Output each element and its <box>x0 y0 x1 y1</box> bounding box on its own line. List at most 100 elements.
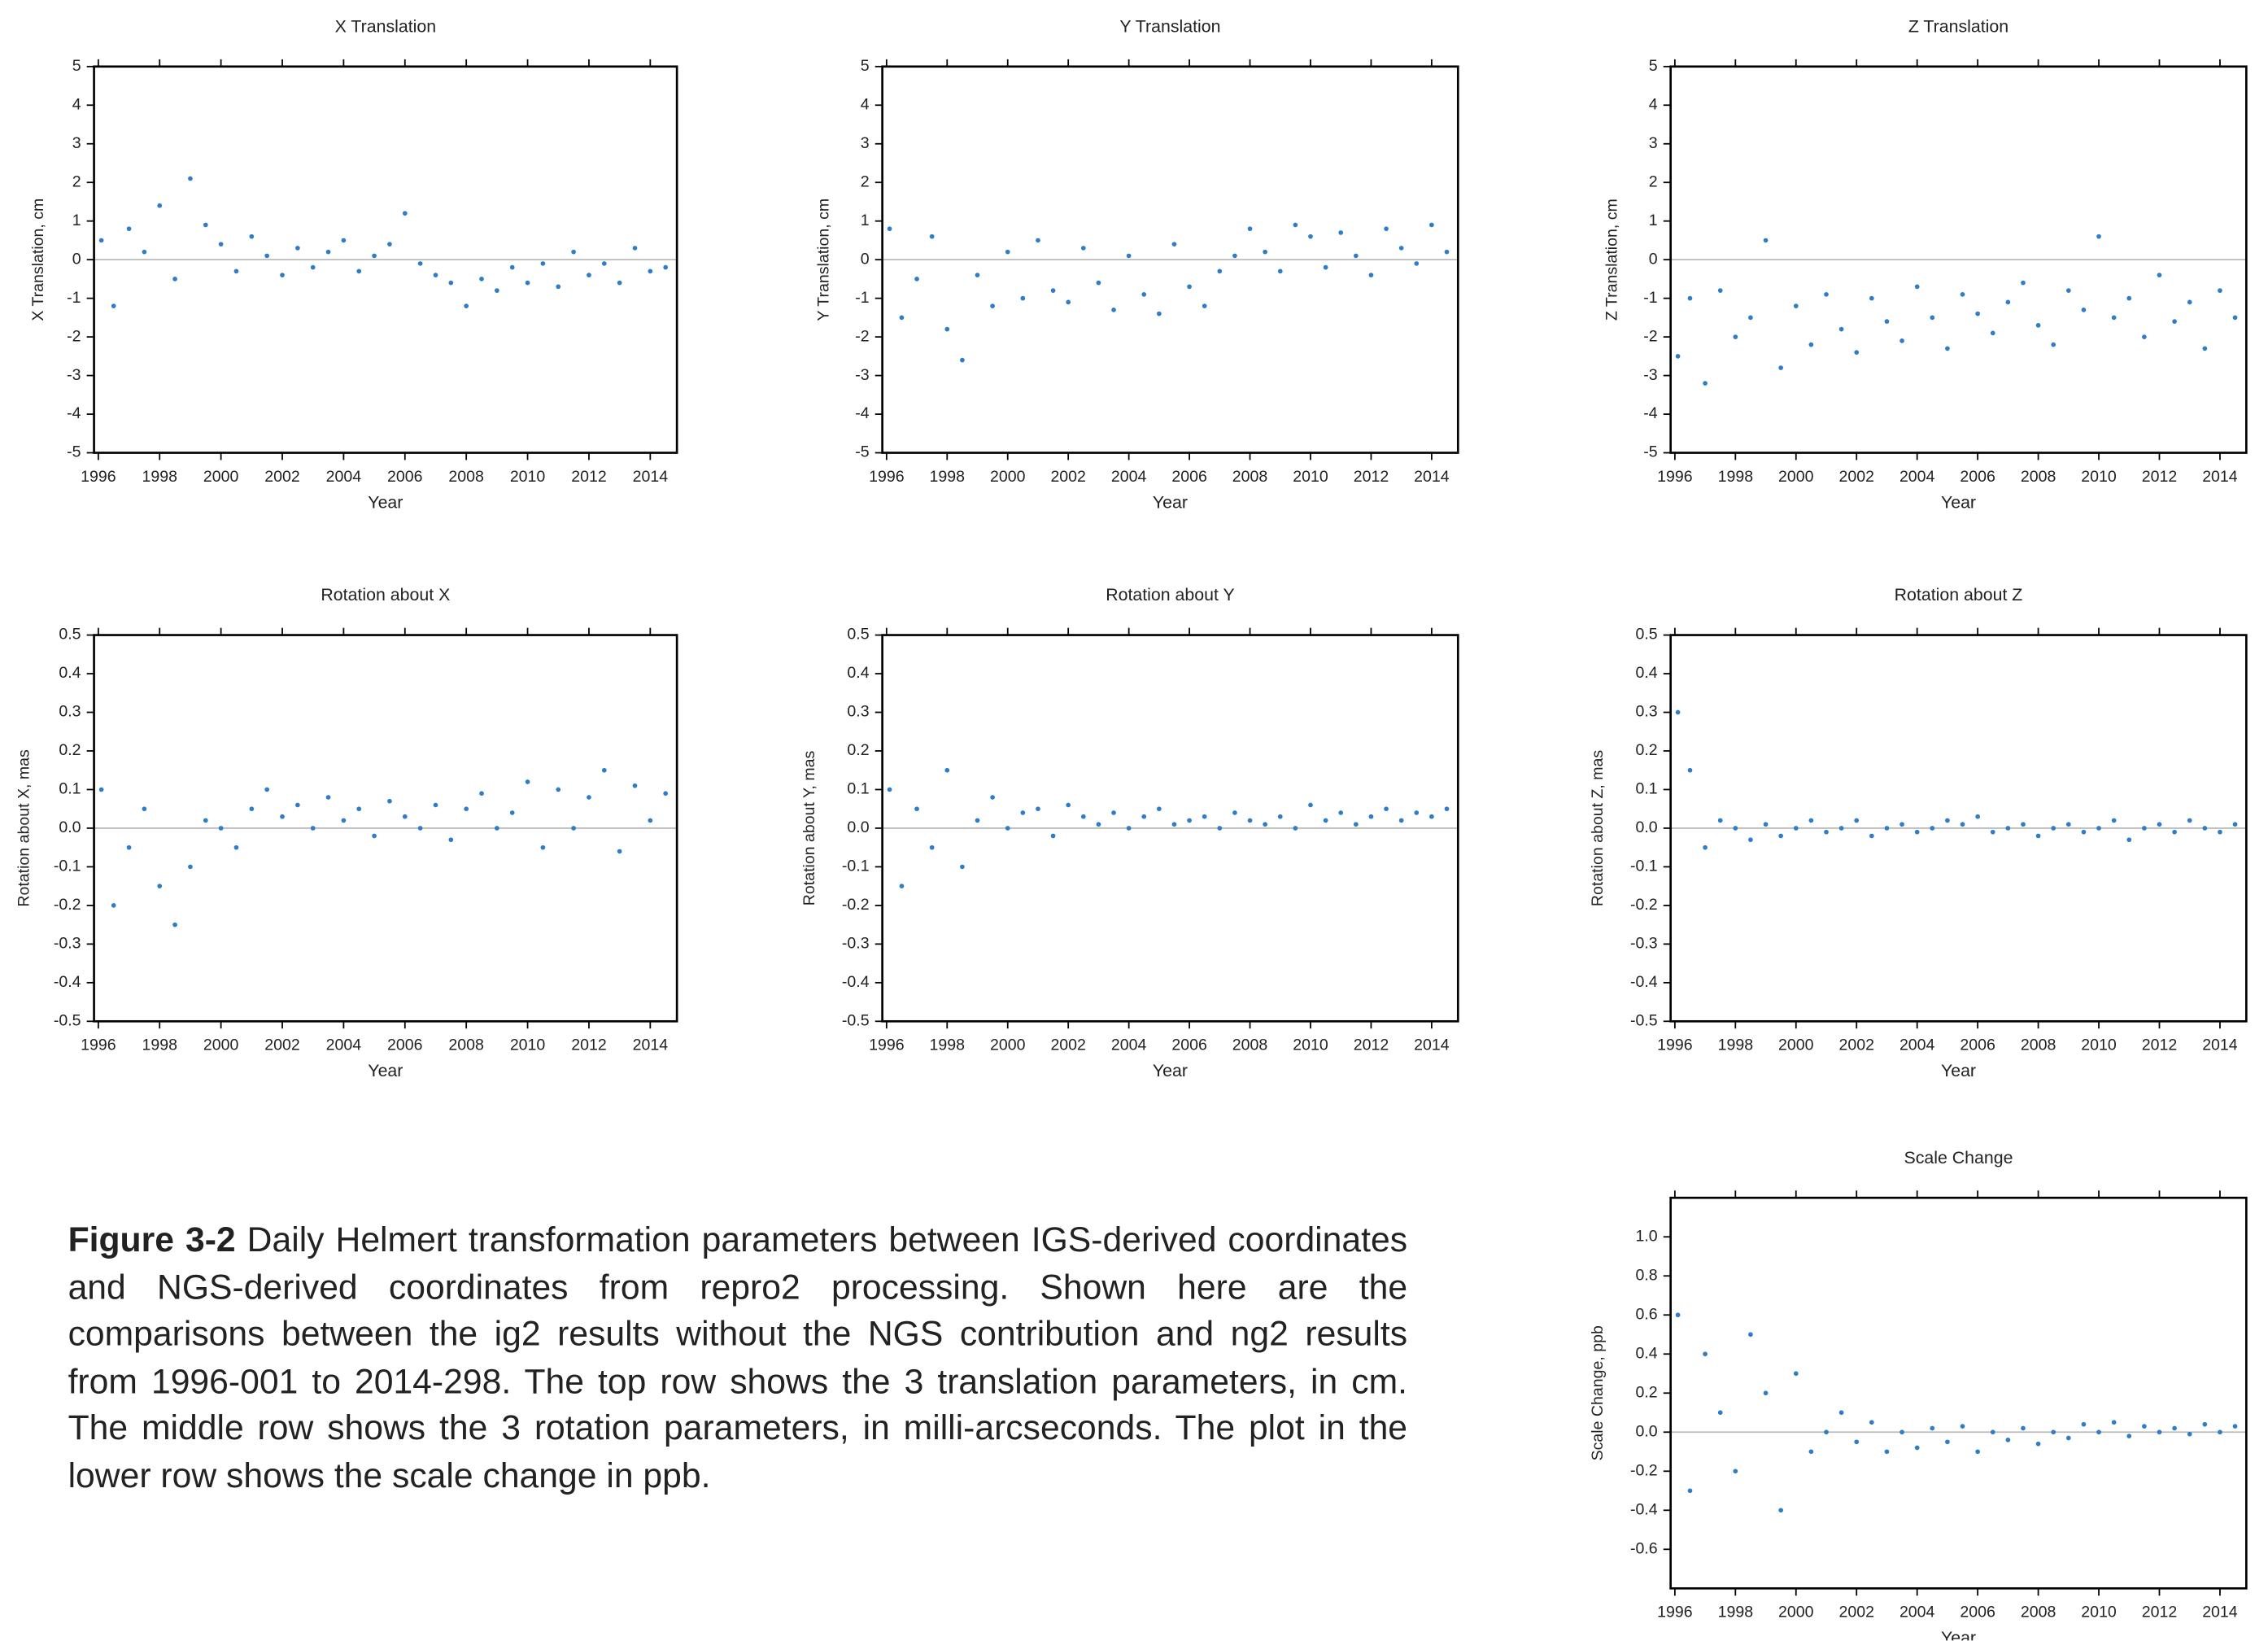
point <box>1368 814 1374 819</box>
point <box>417 261 423 266</box>
y-tick-label: 0.2 <box>847 741 869 759</box>
point <box>356 268 362 274</box>
x-tick-label: 2002 <box>1838 1604 1873 1621</box>
point <box>1778 833 1784 839</box>
point <box>1308 233 1313 239</box>
x-tick-label: 2004 <box>1899 1604 1935 1621</box>
point <box>1824 829 1829 835</box>
point <box>1869 833 1874 839</box>
x-tick-label: 2000 <box>1778 468 1814 486</box>
point <box>525 779 530 784</box>
point <box>1444 806 1450 812</box>
point <box>1368 273 1374 277</box>
x-axis-label: Year <box>1153 1061 1188 1080</box>
x-tick-label: 2014 <box>1414 468 1450 486</box>
point <box>1384 226 1389 232</box>
x-axis-label: Year <box>1941 1061 1976 1080</box>
y-tick-label: -2 <box>1643 327 1657 345</box>
y-tick-label: -0.5 <box>1630 1011 1658 1029</box>
y-tick-label: 0 <box>72 250 81 268</box>
point <box>2111 315 2117 321</box>
point <box>1748 837 1753 843</box>
point <box>1930 826 1935 831</box>
x-tick-label: 2012 <box>2142 468 2177 486</box>
y-tick-label: 0.0 <box>1635 1422 1657 1440</box>
point <box>233 845 239 850</box>
point <box>899 315 905 321</box>
y-tick-label: -3 <box>67 366 81 384</box>
point <box>1703 1351 1708 1357</box>
x-tick-label: 2008 <box>2021 1604 2056 1621</box>
point <box>1066 802 1071 808</box>
caption-label: Figure 3-2 <box>68 1220 236 1260</box>
point <box>975 818 980 823</box>
point <box>1824 292 1829 297</box>
point <box>479 791 484 796</box>
y-tick-label: -5 <box>67 443 81 461</box>
point <box>295 246 300 251</box>
x-tick-label: 1996 <box>1657 468 1693 486</box>
axes-frame <box>881 634 1459 1023</box>
point <box>126 845 132 850</box>
point <box>433 273 438 277</box>
y-tick-label: -0.6 <box>1630 1539 1658 1557</box>
point <box>632 246 638 251</box>
point <box>1232 253 1237 259</box>
point <box>663 264 669 270</box>
x-tick-label: 1996 <box>869 468 905 486</box>
point <box>509 810 515 815</box>
point <box>1187 284 1192 290</box>
point <box>1232 810 1237 815</box>
point <box>1217 268 1223 274</box>
point <box>172 922 177 927</box>
point <box>218 242 224 247</box>
y-tick-label: 0.5 <box>847 626 869 644</box>
point <box>111 303 116 308</box>
point <box>1111 308 1116 312</box>
point <box>264 787 270 792</box>
point <box>1930 315 1935 321</box>
y-axis-label: Rotation about X, mas <box>15 749 33 907</box>
point <box>1854 1439 1860 1445</box>
point <box>944 767 950 773</box>
x-tick-label: 1998 <box>930 468 966 486</box>
x-tick-label: 2008 <box>448 468 484 486</box>
x-tick-label: 2004 <box>1899 1037 1935 1054</box>
point <box>2187 1431 2192 1437</box>
point <box>2005 299 2011 305</box>
point <box>203 222 208 228</box>
point <box>2157 822 2162 827</box>
x-tick-label: 1998 <box>1718 1604 1754 1621</box>
y-tick-label: 1 <box>72 212 81 229</box>
y-tick-label: 1 <box>861 212 870 229</box>
point <box>1414 261 1420 266</box>
point <box>1808 1449 1814 1455</box>
y-tick-label: 5 <box>72 57 81 75</box>
point <box>1717 1410 1723 1416</box>
point <box>2187 818 2192 823</box>
axes-frame <box>93 65 678 454</box>
x-tick-label: 2012 <box>571 1037 606 1054</box>
chart-title: Y Translation <box>1119 16 1220 36</box>
point <box>1899 1429 1904 1435</box>
point <box>1884 1449 1890 1455</box>
point <box>2172 319 2177 324</box>
x-tick-label: 1996 <box>869 1037 905 1054</box>
point <box>1884 826 1890 831</box>
point <box>2021 822 2026 827</box>
x-tick-label: 2006 <box>1171 1037 1207 1054</box>
point <box>2126 1434 2132 1438</box>
x-tick-label: 2004 <box>1111 468 1147 486</box>
y-axis-label: Rotation about Y, mas <box>800 750 818 906</box>
y-tick-label: -0.3 <box>842 935 870 953</box>
y-tick-label: 0.4 <box>59 664 81 682</box>
y-tick-label: -0.4 <box>1630 1500 1658 1518</box>
chart: -0.6 -0.4 -0.2 0.0 0.2 0.4 0.6 0.8 1.0 1996 1998 20… <box>1589 1148 2248 1640</box>
point <box>126 226 132 232</box>
point <box>1277 268 1283 274</box>
point <box>1353 253 1359 259</box>
y-tick-label: 0.2 <box>1635 741 1657 759</box>
y-tick-label: -4 <box>1643 404 1658 422</box>
point <box>2157 273 2162 277</box>
